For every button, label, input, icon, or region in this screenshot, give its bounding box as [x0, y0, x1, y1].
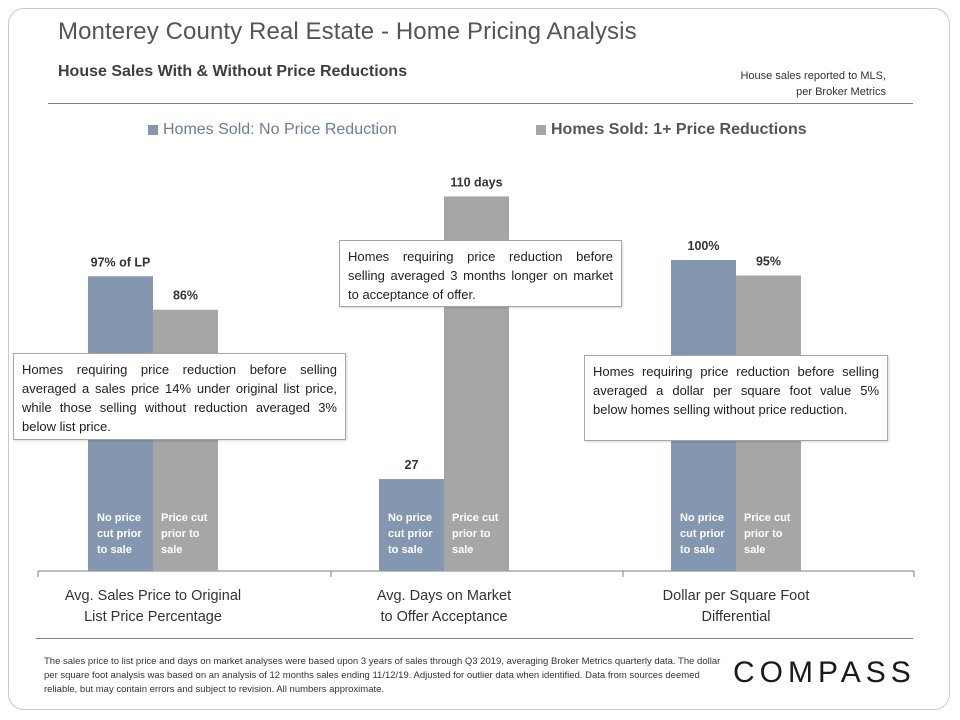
bar-inner-label: prior to — [452, 528, 491, 540]
legend-swatch-gray — [536, 125, 546, 135]
bar-inner-label: Price cut — [452, 512, 499, 524]
footer-divider — [36, 638, 913, 639]
bar-inner-label: prior to — [161, 528, 200, 540]
bar-inner-label: to sale — [97, 544, 132, 556]
bar-inner-label: sale — [744, 544, 765, 556]
bar-inner-label: cut prior — [388, 528, 433, 540]
source-note: House sales reported to MLS, per Broker … — [740, 70, 886, 98]
compass-logo: COMPASS — [733, 656, 916, 689]
legend-label: Homes Sold: 1+ Price Reductions — [551, 121, 807, 138]
callout-price-per-sqft: Homes requiring price reduction before s… — [584, 355, 888, 441]
page-title: Monterey County Real Estate - Home Prici… — [58, 18, 637, 45]
bar-inner-label: to sale — [680, 544, 715, 556]
bar-inner-label: sale — [452, 544, 473, 556]
bar — [379, 479, 444, 571]
bar-value-label: 95% — [756, 255, 781, 269]
chart-subtitle: House Sales With & Without Price Reducti… — [58, 63, 408, 80]
bar-inner-label: prior to — [744, 528, 783, 540]
legend-item-price-reductions: Homes Sold: 1+ Price Reductions — [536, 121, 807, 139]
category-label: List Price Percentage — [84, 609, 222, 625]
bar-inner-label: No price — [680, 512, 724, 524]
legend-swatch-blue — [148, 125, 158, 135]
bar-inner-label: Price cut — [744, 512, 791, 524]
bar-inner-label: cut prior — [680, 528, 725, 540]
bar-inner-label: No price — [97, 512, 141, 524]
bar-inner-label: cut prior — [97, 528, 142, 540]
bar-inner-label: Price cut — [161, 512, 208, 524]
callout-sales-price: Homes requiring price reduction before s… — [13, 353, 346, 440]
header-divider — [48, 103, 913, 104]
legend-item-no-reduction: Homes Sold: No Price Reduction — [148, 121, 397, 139]
bar-value-label: 27 — [405, 458, 419, 472]
callout-days-on-market: Homes requiring price reduction before s… — [339, 240, 622, 307]
bar-value-label: 110 days — [450, 175, 502, 189]
bar-value-label: 100% — [688, 239, 720, 253]
category-label: Avg. Days on Market — [377, 588, 511, 604]
bar-inner-label: sale — [161, 544, 182, 556]
footnote: The sales price to list price and days o… — [44, 656, 721, 695]
bar-inner-label: to sale — [388, 544, 423, 556]
legend-label: Homes Sold: No Price Reduction — [163, 121, 397, 138]
slide-frame — [8, 8, 950, 710]
category-label: Differential — [701, 609, 770, 625]
category-label: Avg. Sales Price to Original — [65, 588, 241, 604]
category-label: Dollar per Square Foot — [663, 588, 810, 604]
bar-value-label: 97% of LP — [91, 255, 151, 269]
bar-inner-label: No price — [388, 512, 432, 524]
category-label: to Offer Acceptance — [380, 609, 507, 625]
bar-value-label: 86% — [173, 289, 198, 303]
